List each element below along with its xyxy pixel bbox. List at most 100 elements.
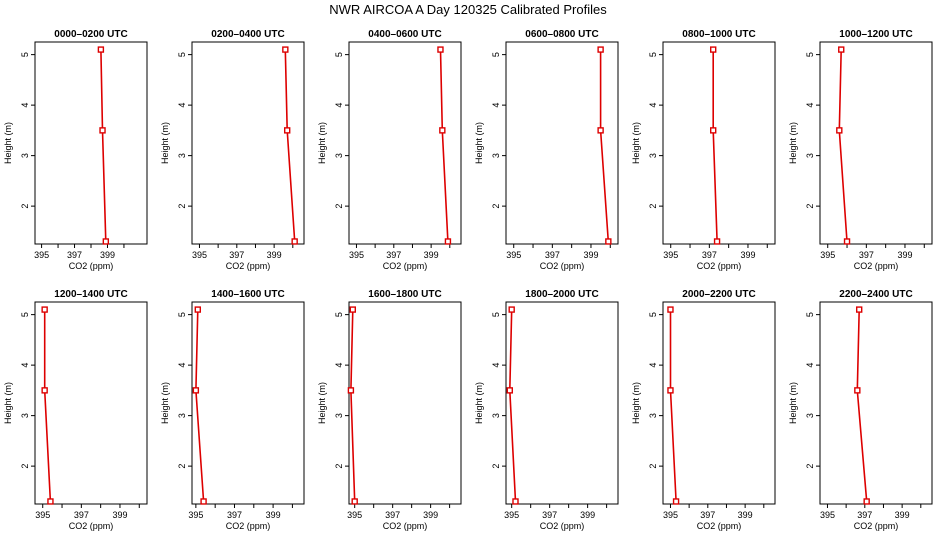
data-point [843, 238, 851, 245]
y-tick-label: 4 [334, 363, 344, 368]
figure-title: NWR AIRCOA A Day 120325 Calibrated Profi… [329, 2, 607, 17]
y-tick-label: 2 [177, 204, 187, 209]
y-tick-label: 3 [805, 153, 815, 158]
panel-title: 1600–1800 UTC [368, 289, 441, 300]
profile-line [856, 309, 868, 502]
y-axis-label: Height (m) [160, 122, 170, 164]
x-tick-label: 395 [820, 510, 835, 520]
profile-line [669, 309, 677, 502]
y-axis-label: Height (m) [317, 122, 327, 164]
data-point [856, 306, 863, 313]
x-tick-label: 397 [67, 250, 82, 260]
y-axis-label: Height (m) [631, 382, 641, 424]
panel-grid: 0000–0200 UTC 395 397 399 2 3 4 5 CO2 (ppm) Heigh… [3, 29, 933, 531]
x-tick-label: 399 [738, 510, 753, 520]
y-tick-label: 5 [334, 312, 344, 317]
x-tick-label: 399 [740, 250, 755, 260]
y-axis-label: Height (m) [788, 122, 798, 164]
y-tick-label: 3 [20, 153, 30, 158]
y-tick-label: 3 [491, 413, 501, 418]
profile-panel: 0800–1000 UTC 395 397 399 2 3 4 5 CO2 (ppm) Heigh… [631, 29, 776, 271]
x-tick-label: 397 [700, 510, 715, 520]
x-tick-label: 397 [542, 510, 557, 520]
y-tick-label: 5 [805, 312, 815, 317]
profile-panel: 2200–2400 UTC 395 397 399 2 3 4 5 CO2 (ppm) Heigh… [788, 289, 933, 531]
panel-title: 2000–2200 UTC [682, 289, 755, 300]
x-tick-label: 399 [580, 510, 595, 520]
y-tick-label: 3 [334, 413, 344, 418]
x-tick-label: 397 [386, 250, 401, 260]
y-tick-label: 4 [648, 363, 658, 368]
panel-title: 1400–1600 UTC [211, 289, 284, 300]
x-tick-label: 397 [385, 510, 400, 520]
x-axis-label: CO2 (ppm) [226, 261, 271, 271]
profile-line [350, 309, 356, 502]
data-point [597, 46, 604, 53]
data-point [863, 498, 870, 505]
x-tick-label: 399 [897, 250, 912, 260]
y-tick-label: 2 [805, 464, 815, 469]
panel-title: 2200–2400 UTC [839, 289, 912, 300]
x-tick-label: 397 [545, 250, 560, 260]
x-tick-label: 399 [424, 250, 439, 260]
x-tick-label: 397 [859, 250, 874, 260]
y-tick-label: 5 [648, 312, 658, 317]
x-axis-label: CO2 (ppm) [383, 261, 428, 271]
data-point [282, 46, 289, 53]
panel-title: 0200–0400 UTC [211, 29, 284, 40]
profile-panel: 2000–2200 UTC 395 397 399 2 3 4 5 CO2 (ppm) Heigh… [631, 289, 776, 531]
y-tick-label: 2 [334, 204, 344, 209]
y-tick-label: 2 [177, 464, 187, 469]
x-tick-label: 395 [188, 510, 203, 520]
data-point [512, 498, 519, 505]
profile-line [508, 309, 517, 502]
plot-frame [348, 41, 462, 245]
profile-line [284, 49, 296, 242]
x-axis-label: CO2 (ppm) [697, 261, 742, 271]
y-tick-label: 4 [20, 363, 30, 368]
x-tick-label: 399 [423, 510, 438, 520]
data-point [284, 127, 291, 134]
y-tick-label: 3 [177, 153, 187, 158]
plot-frame [348, 301, 462, 505]
profile-panel: 0000–0200 UTC 395 397 399 2 3 4 5 CO2 (ppm) Heigh… [3, 29, 148, 271]
data-point [667, 306, 674, 313]
data-point [508, 306, 515, 313]
y-tick-label: 3 [648, 153, 658, 158]
panel-title: 0600–0800 UTC [525, 29, 598, 40]
data-point [99, 127, 106, 134]
y-tick-label: 5 [491, 52, 501, 57]
y-tick-label: 3 [491, 153, 501, 158]
y-tick-label: 5 [805, 52, 815, 57]
y-tick-label: 2 [648, 204, 658, 209]
data-point [838, 46, 845, 53]
profile-panel: 0400–0600 UTC 395 397 399 2 3 4 5 CO2 (ppm) Heigh… [317, 29, 462, 271]
data-point [854, 387, 861, 394]
x-tick-label: 399 [895, 510, 910, 520]
profile-panel: 1800–2000 UTC 395 397 399 2 3 4 5 CO2 (ppm) Heigh… [474, 289, 619, 531]
data-point [41, 306, 48, 313]
y-tick-label: 3 [20, 413, 30, 418]
plot-frame [662, 41, 776, 245]
y-tick-label: 4 [334, 103, 344, 108]
y-tick-label: 4 [491, 363, 501, 368]
y-tick-label: 5 [177, 52, 187, 57]
x-tick-label: 397 [74, 510, 89, 520]
x-axis-label: CO2 (ppm) [854, 261, 899, 271]
y-tick-label: 3 [805, 413, 815, 418]
y-axis-label: Height (m) [474, 382, 484, 424]
profile-panel: 1000–1200 UTC 395 397 399 2 3 4 5 CO2 (ppm) Heigh… [788, 29, 933, 271]
panel-title: 0800–1000 UTC [682, 29, 755, 40]
x-tick-label: 397 [229, 250, 244, 260]
profile-line [712, 49, 718, 242]
y-tick-label: 5 [648, 52, 658, 57]
y-tick-label: 4 [805, 363, 815, 368]
x-tick-label: 395 [34, 250, 49, 260]
x-axis-label: CO2 (ppm) [383, 521, 428, 531]
x-tick-label: 397 [702, 250, 717, 260]
x-tick-label: 395 [663, 250, 678, 260]
x-axis-label: CO2 (ppm) [226, 521, 271, 531]
x-axis-label: CO2 (ppm) [854, 521, 899, 531]
x-axis-label: CO2 (ppm) [697, 521, 742, 531]
data-point [439, 127, 446, 134]
